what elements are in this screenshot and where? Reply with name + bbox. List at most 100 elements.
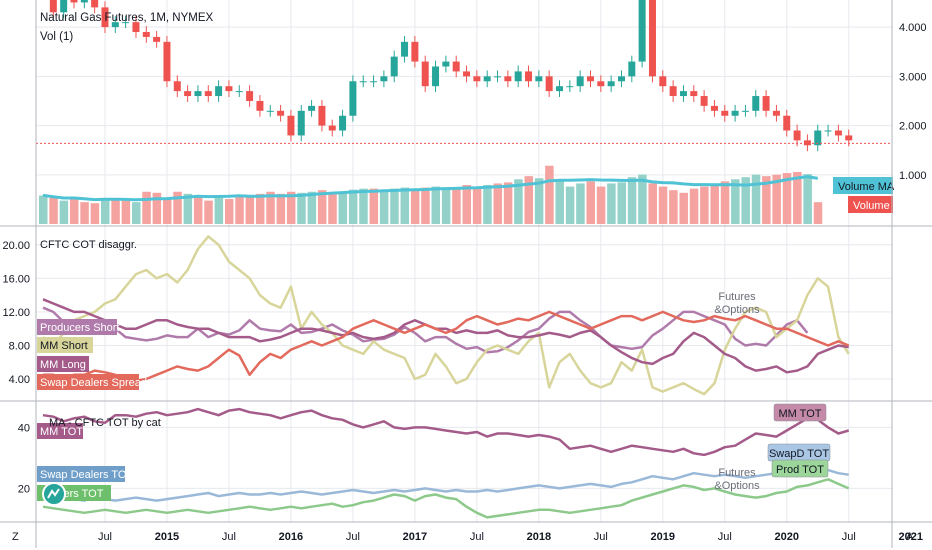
candle-body[interactable] xyxy=(91,0,99,8)
candle-body[interactable] xyxy=(359,81,367,83)
candle-body[interactable] xyxy=(421,61,429,87)
candle-body[interactable] xyxy=(814,130,822,146)
candle-body[interactable] xyxy=(483,76,491,82)
candle-body[interactable] xyxy=(473,76,481,82)
candle-body[interactable] xyxy=(432,66,440,87)
candle-body[interactable] xyxy=(163,41,171,82)
cot-total-pane[interactable]: Futures&Options MM TOT Swap Dealers TOT cer… xyxy=(37,403,850,519)
candle-body[interactable] xyxy=(535,76,543,82)
candle-body[interactable] xyxy=(194,91,202,97)
candle-body[interactable] xyxy=(803,140,811,146)
y-tick-label: 20.00 xyxy=(2,240,30,252)
candle-body[interactable] xyxy=(752,96,760,111)
candle-body[interactable] xyxy=(287,115,295,136)
series-line-producers-short[interactable] xyxy=(42,306,809,354)
candle-body[interactable] xyxy=(586,76,594,82)
candle-body[interactable] xyxy=(225,86,233,92)
auto-scale-button[interactable]: A xyxy=(906,531,914,543)
candle-body[interactable] xyxy=(339,115,347,131)
candle-body[interactable] xyxy=(49,0,57,13)
candle-body[interactable] xyxy=(411,41,419,62)
candle-body[interactable] xyxy=(638,0,646,62)
candle-body[interactable] xyxy=(101,7,109,28)
candle-body[interactable] xyxy=(173,81,181,92)
timezone-toggle-button[interactable]: Z xyxy=(12,531,19,543)
candle-body[interactable] xyxy=(648,0,656,77)
candle-body[interactable] xyxy=(710,105,718,111)
candle-body[interactable] xyxy=(60,0,68,13)
candle-body[interactable] xyxy=(566,86,574,88)
candle-body[interactable] xyxy=(556,86,563,92)
series-line-swap-dealers-spread[interactable] xyxy=(43,310,850,382)
candle-body[interactable] xyxy=(679,91,687,97)
candle-body[interactable] xyxy=(741,110,749,112)
candle-body[interactable] xyxy=(494,76,502,78)
volume-bar xyxy=(700,186,709,224)
volume-bar xyxy=(813,202,823,224)
candle-body[interactable] xyxy=(845,135,853,141)
candle-body[interactable] xyxy=(80,0,88,3)
x-tick-label: Jul xyxy=(98,531,112,543)
candle-body[interactable] xyxy=(380,76,388,82)
candle-body[interactable] xyxy=(370,81,378,83)
series-line-prod-tot[interactable] xyxy=(42,478,850,519)
candle-body[interactable] xyxy=(266,110,274,112)
cot-disaggr-pane[interactable]: Futures&Options Producers Short MM Short MM… xyxy=(37,235,850,396)
series-line-mm-short[interactable] xyxy=(42,235,850,396)
candle-body[interactable] xyxy=(204,91,212,97)
candle-body[interactable] xyxy=(235,91,243,93)
candle-body[interactable] xyxy=(597,81,605,87)
volume-bar xyxy=(772,174,781,224)
candle-body[interactable] xyxy=(824,130,832,132)
candle-body[interactable] xyxy=(349,81,357,116)
volume-bar xyxy=(152,192,162,224)
candle-body[interactable] xyxy=(277,110,285,116)
volume-bar xyxy=(555,179,564,224)
price-pane[interactable]: Volume MA Volume xyxy=(36,0,895,224)
candle-body[interactable] xyxy=(122,22,130,24)
candle-body[interactable] xyxy=(442,61,450,67)
series-line-mm-tot[interactable] xyxy=(42,407,850,457)
candle-body[interactable] xyxy=(731,110,739,116)
candle-body[interactable] xyxy=(308,105,316,111)
candle-body[interactable] xyxy=(700,96,708,106)
candle-body[interactable] xyxy=(70,0,78,3)
candle-body[interactable] xyxy=(463,71,471,77)
candle-body[interactable] xyxy=(328,125,336,131)
candle-body[interactable] xyxy=(721,110,729,116)
candle-body[interactable] xyxy=(142,32,150,37)
candle-body[interactable] xyxy=(576,76,584,87)
candle-body[interactable] xyxy=(215,86,223,97)
candle-body[interactable] xyxy=(514,71,522,82)
candle-body[interactable] xyxy=(504,76,512,82)
candle-body[interactable] xyxy=(617,76,625,82)
candle-body[interactable] xyxy=(184,91,192,97)
candle-body[interactable] xyxy=(132,22,140,33)
candle-body[interactable] xyxy=(545,76,553,92)
candle-body[interactable] xyxy=(783,115,791,131)
candle-body[interactable] xyxy=(772,110,780,116)
price-tick-label: 2.000 xyxy=(899,121,927,133)
candle-body[interactable] xyxy=(390,56,398,77)
candle-body[interactable] xyxy=(762,96,770,111)
candle-body[interactable] xyxy=(297,110,305,136)
candle-body[interactable] xyxy=(659,76,667,87)
price-tick-label: 4.000 xyxy=(899,22,927,34)
series-line-mm-long[interactable] xyxy=(42,298,849,374)
candle-body[interactable] xyxy=(318,105,326,126)
volume-bar xyxy=(586,181,595,224)
candle-body[interactable] xyxy=(793,130,801,141)
candle-body[interactable] xyxy=(256,100,264,111)
candle-body[interactable] xyxy=(153,36,161,42)
candle-body[interactable] xyxy=(452,61,460,72)
candle-body[interactable] xyxy=(834,130,842,136)
series-line-swap-dealers-tot[interactable] xyxy=(42,468,849,502)
candle-body[interactable] xyxy=(628,61,636,77)
candle-body[interactable] xyxy=(607,81,615,87)
candle-body[interactable] xyxy=(525,71,533,82)
candle-body[interactable] xyxy=(401,41,409,57)
candle-body[interactable] xyxy=(111,22,119,28)
candle-body[interactable] xyxy=(246,91,254,101)
candle-body[interactable] xyxy=(690,91,698,97)
candle-body[interactable] xyxy=(669,86,677,97)
